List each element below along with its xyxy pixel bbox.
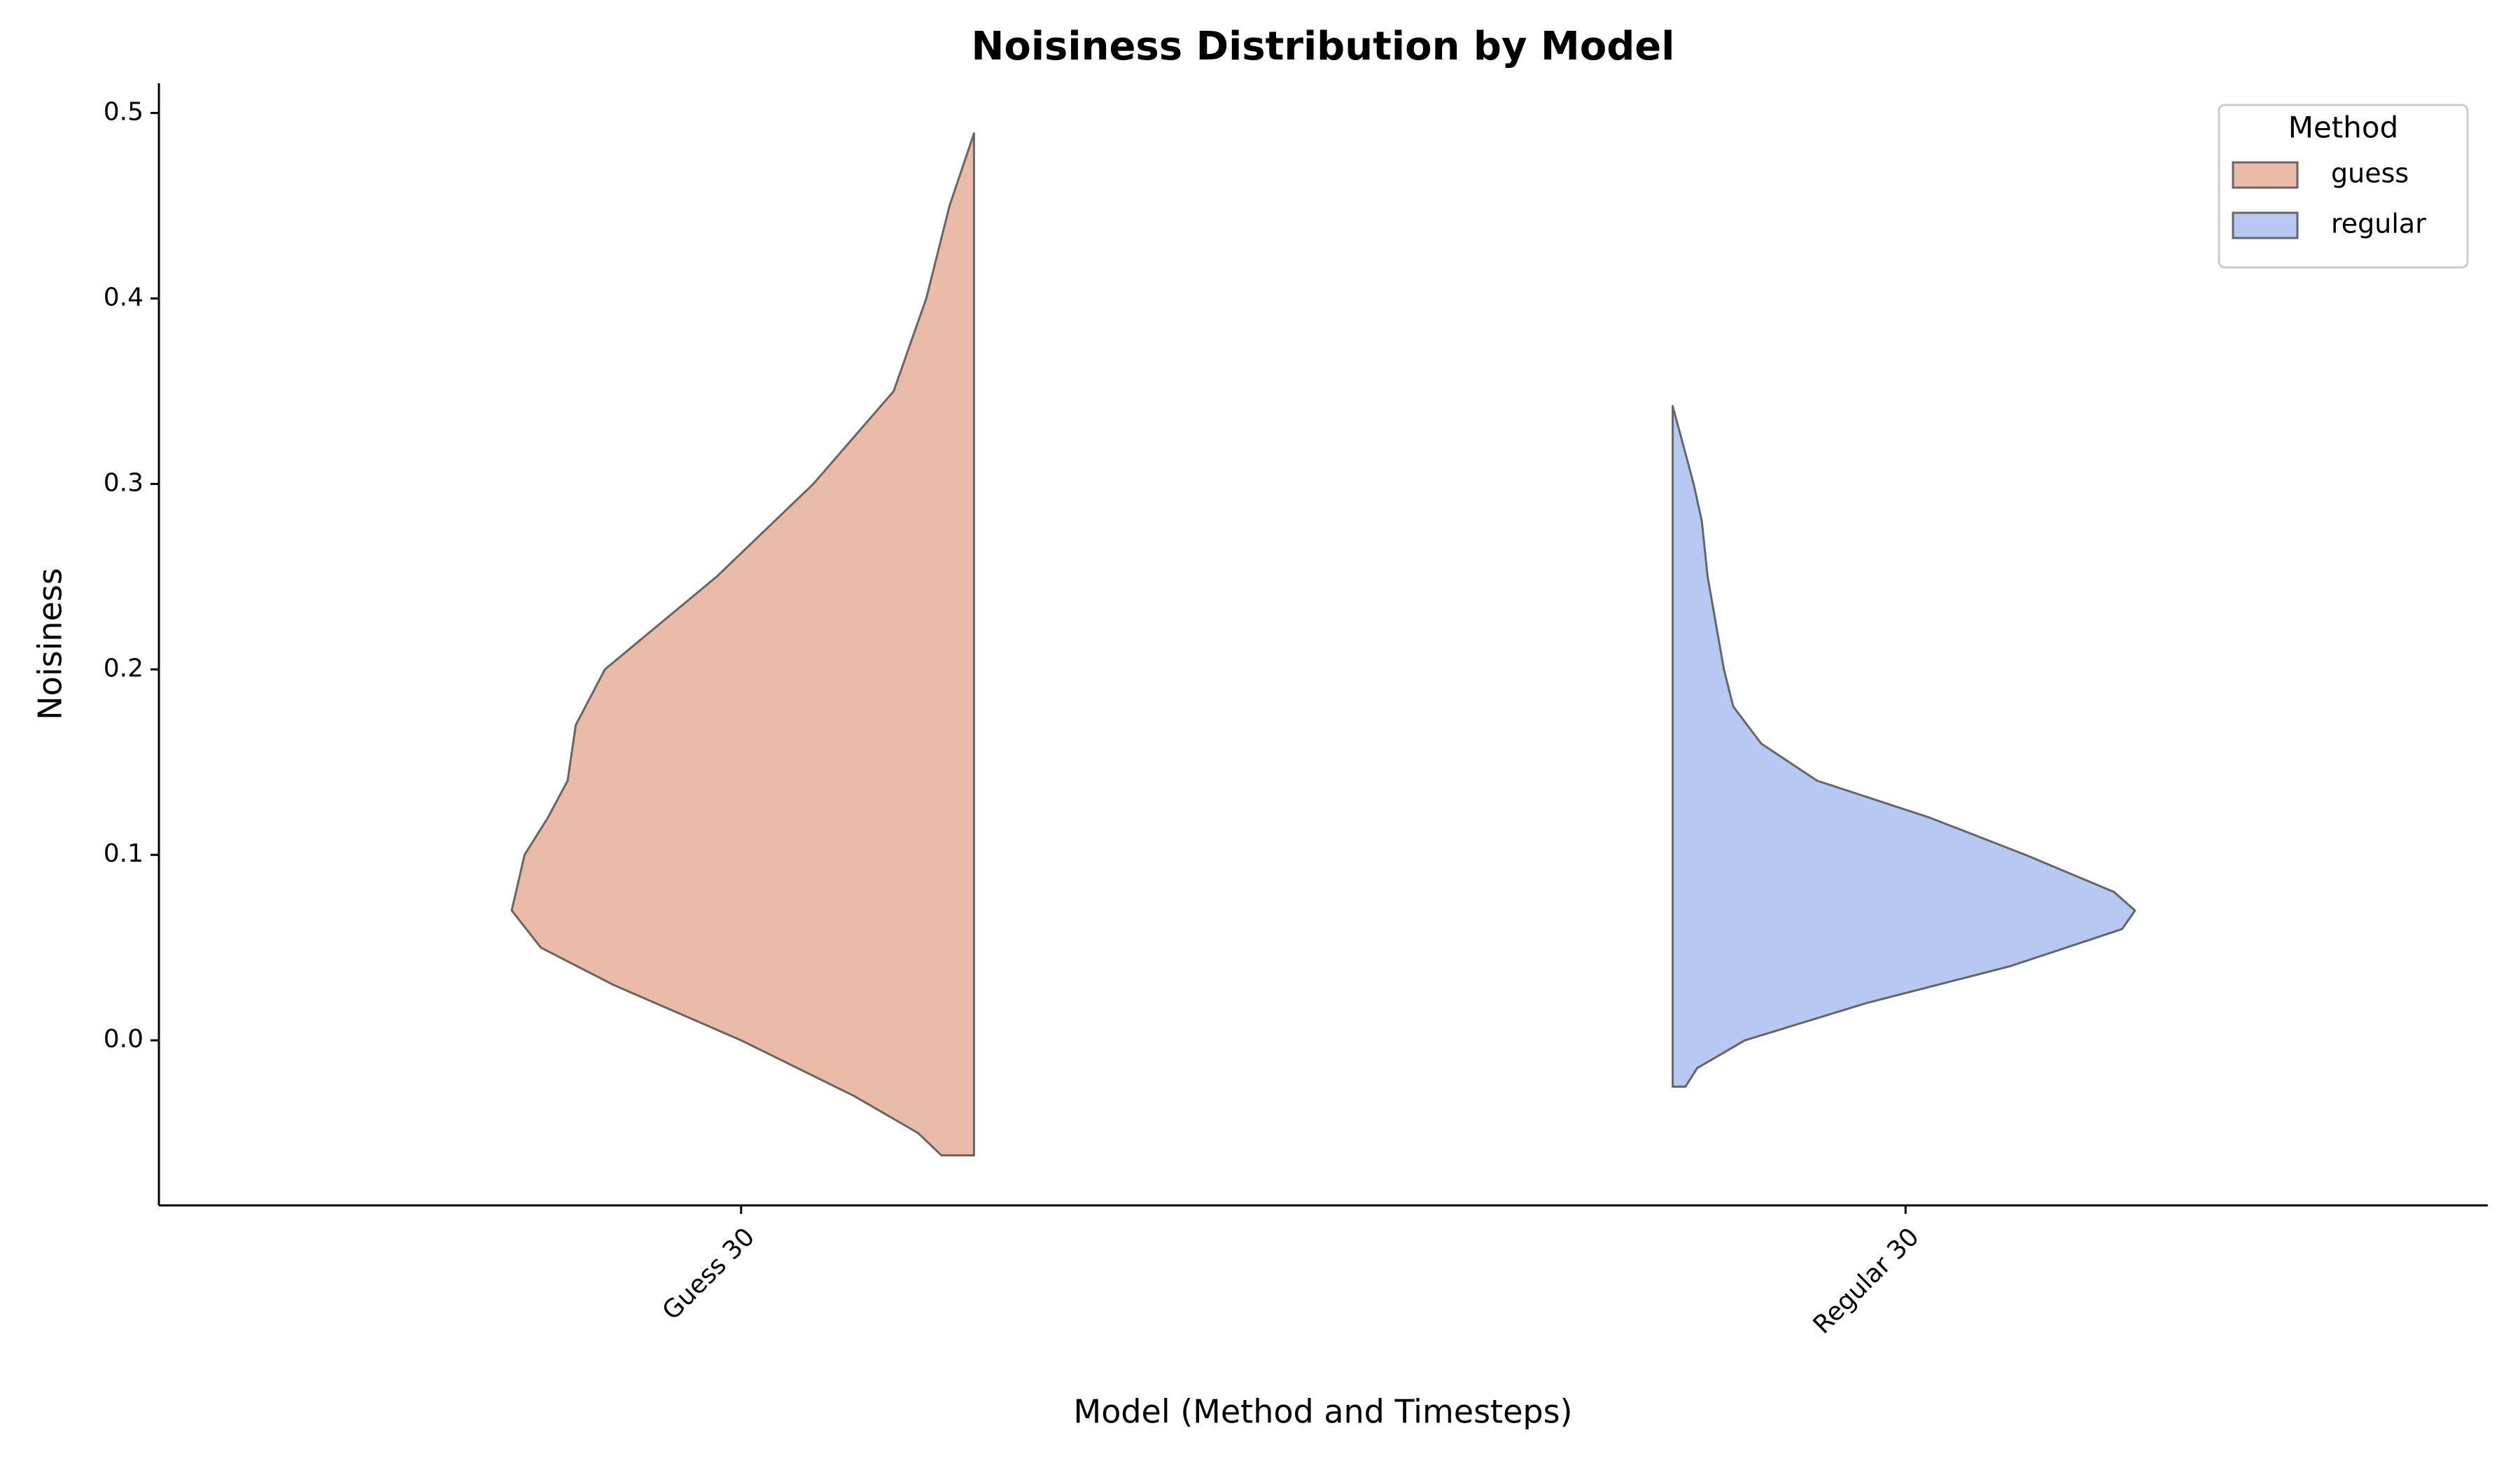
legend-label: regular xyxy=(2331,209,2426,239)
violin xyxy=(510,132,975,1156)
violin xyxy=(1672,405,2136,1088)
legend-title: Method xyxy=(2288,111,2399,145)
legend-label: guess xyxy=(2331,158,2409,189)
chart-title: Noisiness Distribution by Model xyxy=(972,24,1675,69)
y-tick-label: 0.0 xyxy=(104,1025,144,1054)
y-tick-label: 0.4 xyxy=(104,283,144,312)
x-axis-label: Model (Method and Timesteps) xyxy=(1074,1393,1573,1431)
x-tick-label: Regular 30 xyxy=(1808,1222,1925,1339)
y-axis-label: Noisiness xyxy=(31,568,69,720)
y-tick-label: 0.1 xyxy=(104,839,144,868)
y-tick-label: 0.3 xyxy=(104,468,144,497)
y-tick-label: 0.5 xyxy=(104,97,144,126)
legend-swatch xyxy=(2232,161,2299,189)
y-tick-label: 0.2 xyxy=(104,654,144,682)
legend-swatch xyxy=(2232,211,2299,239)
x-tick-label: Guess 30 xyxy=(657,1222,761,1326)
